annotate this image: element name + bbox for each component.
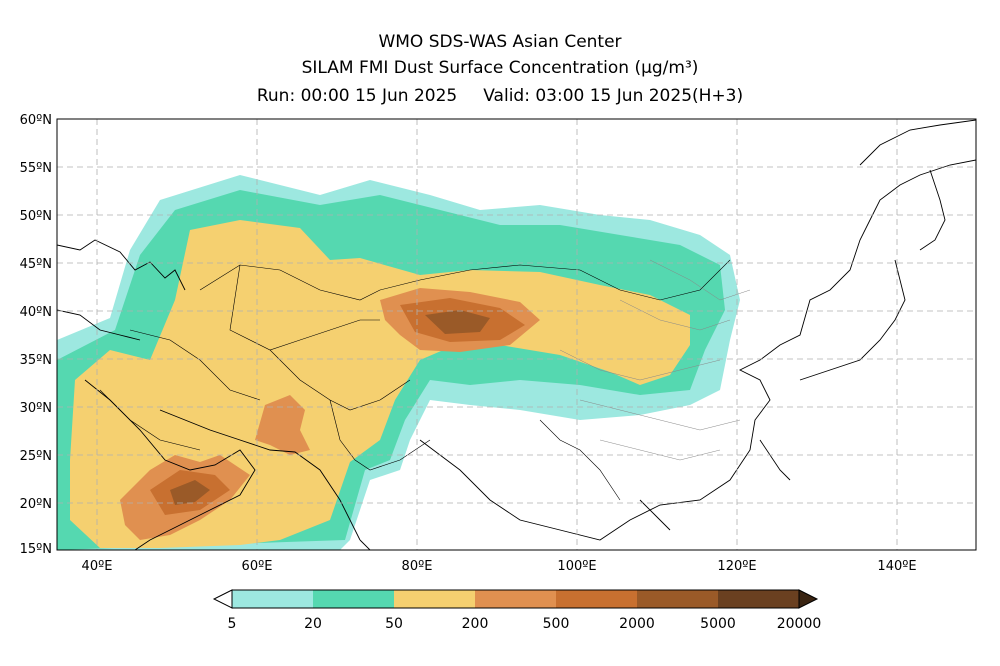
lat-label: 25ºN bbox=[20, 449, 52, 464]
run-time: Run: 00:00 15 Jun 2025 bbox=[256, 86, 458, 106]
lat-label: 15ºN bbox=[20, 542, 52, 557]
colorbar-label: 50 bbox=[385, 616, 403, 632]
lon-label: 100ºE bbox=[557, 559, 596, 574]
dust-level-200-500 bbox=[255, 395, 310, 455]
run-valid-line: Run: 00:00 15 Jun 2025 Valid: 03:00 15 Ju… bbox=[0, 86, 1000, 106]
colorbar-outline bbox=[231, 589, 800, 609]
lat-label: 35ºN bbox=[20, 353, 52, 368]
product-name: SILAM FMI Dust Surface Concentration bbox=[301, 58, 630, 78]
lat-label: 50ºN bbox=[20, 209, 52, 224]
colorbar-segment bbox=[313, 590, 394, 608]
colorbar-extend-high bbox=[798, 589, 819, 609]
colorbar-segment bbox=[394, 590, 475, 608]
map-subtitle: SILAM FMI Dust Surface Concentration (μg… bbox=[0, 58, 1000, 78]
dust-level-2000-5000 bbox=[170, 480, 210, 505]
map-frame bbox=[56, 118, 977, 551]
lat-label: 20ºN bbox=[20, 497, 52, 512]
colorbar-label: 2000 bbox=[619, 616, 655, 632]
lon-label: 40ºE bbox=[82, 559, 113, 574]
lat-label: 45ºN bbox=[20, 257, 52, 272]
dust-level-2000-5000 bbox=[425, 310, 490, 334]
map-title: WMO SDS-WAS Asian Center bbox=[378, 32, 622, 52]
lat-label: 60ºN bbox=[20, 113, 52, 128]
lat-label: 30ºN bbox=[20, 401, 52, 416]
colorbar-segment bbox=[475, 590, 556, 608]
colorbar-segment bbox=[718, 590, 799, 608]
lat-label: 40ºN bbox=[20, 305, 52, 320]
valid-time: Valid: 03:00 15 Jun 2025(H+3) bbox=[483, 86, 744, 106]
colorbar-extend-low bbox=[212, 589, 233, 609]
colorbar-segment bbox=[556, 590, 637, 608]
lon-label: 140ºE bbox=[877, 559, 916, 574]
colorbar-label: 5 bbox=[228, 616, 237, 632]
colorbar-label: 200 bbox=[462, 616, 489, 632]
colorbar-segment bbox=[637, 590, 718, 608]
map-plot-area bbox=[57, 119, 976, 550]
longitude-labels: 40ºE 60ºE 80ºE 100ºE 120ºE 140ºE bbox=[82, 559, 917, 574]
lat-label: 55ºN bbox=[20, 161, 52, 176]
coastlines bbox=[57, 119, 976, 550]
colorbar: 5 20 50 200 500 2000 5000 20000 bbox=[212, 589, 822, 632]
lon-label: 60ºE bbox=[242, 559, 273, 574]
lon-label: 80ºE bbox=[402, 559, 433, 574]
colorbar-label: 20000 bbox=[777, 616, 822, 632]
colorbar-label: 20 bbox=[304, 616, 322, 632]
unit-label: (μg/m³) bbox=[634, 58, 699, 78]
latitude-labels: 60ºN 55ºN 50ºN 45ºN 40ºN 35ºN 30ºN 25ºN … bbox=[20, 113, 52, 557]
colorbar-label: 5000 bbox=[700, 616, 736, 632]
colorbar-label: 500 bbox=[543, 616, 570, 632]
colorbar-segment bbox=[232, 590, 313, 608]
lon-label: 120ºE bbox=[717, 559, 756, 574]
country-borders bbox=[99, 259, 731, 501]
lat-lon-grid bbox=[57, 119, 976, 550]
